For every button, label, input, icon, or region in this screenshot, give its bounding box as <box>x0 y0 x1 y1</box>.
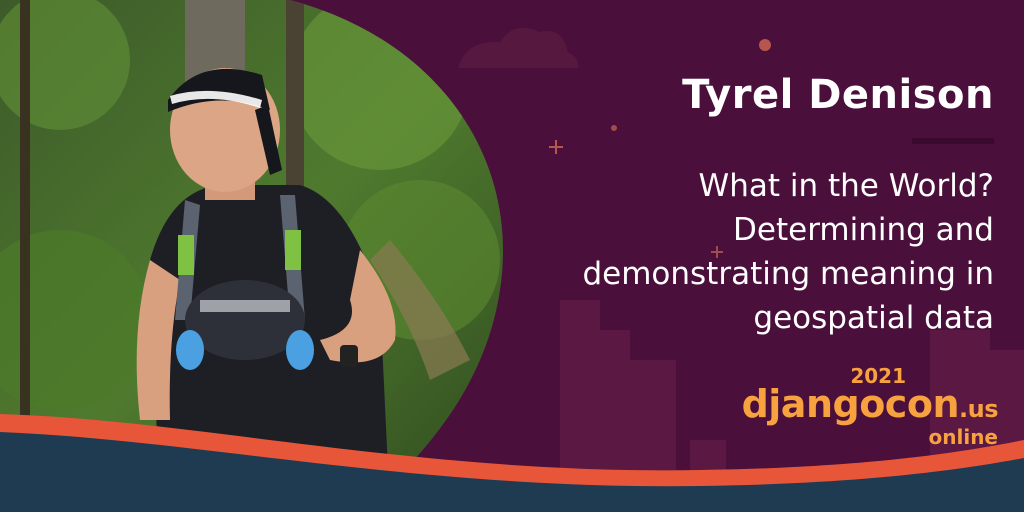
event-tld: .us <box>959 395 999 423</box>
plus-sparkle-icon <box>711 246 723 258</box>
event-year: 2021 <box>850 364 906 388</box>
name-underline <box>912 138 994 144</box>
talk-title: What in the World? Determining and demon… <box>474 164 994 340</box>
dot-sparkle-icon <box>759 39 771 51</box>
talk-title-line: What in the World? <box>698 168 994 204</box>
talk-title-line: geospatial data <box>753 300 994 336</box>
dot-sparkle-icon <box>611 125 617 131</box>
speaker-name: Tyrel Denison <box>682 72 994 118</box>
event-name-text: djangocon <box>741 382 960 426</box>
talk-title-line: Determining and <box>733 212 994 248</box>
plus-sparkle-icon <box>549 140 563 154</box>
talk-title-line: demonstrating meaning in <box>582 256 994 292</box>
event-mode: online <box>928 425 999 449</box>
djangocon-logo: 2021 djangocon.us online <box>742 364 999 449</box>
event-name: djangocon.us <box>742 385 999 427</box>
cloud-decoration <box>458 27 579 68</box>
